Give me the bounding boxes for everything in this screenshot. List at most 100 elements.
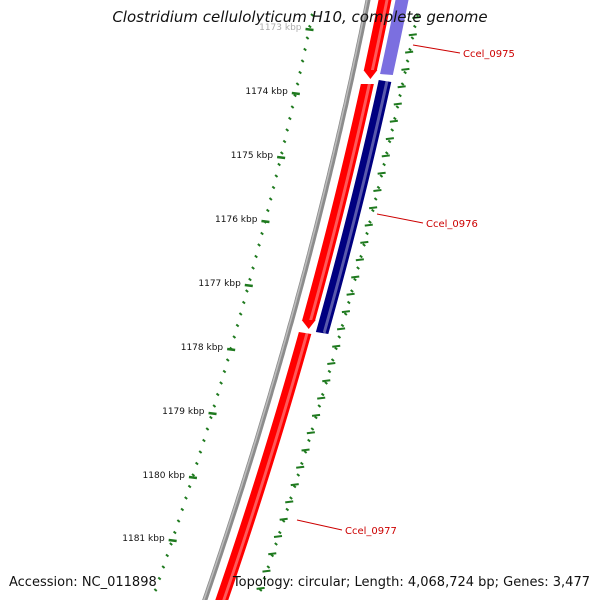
gc-dot: [393, 116, 397, 121]
gc-dot: [295, 82, 300, 86]
gc-dot: [384, 151, 389, 155]
gc-dot: [176, 519, 181, 523]
gc-dot: [212, 404, 217, 408]
gc-dot: [362, 243, 366, 247]
gene-ccel-0976: [315, 80, 392, 334]
map-title: Clostridium cellulolyticum H10, complete…: [112, 8, 488, 26]
gc-dot: [343, 312, 348, 316]
gc-dash: [381, 154, 390, 158]
gc-dash: [346, 292, 355, 296]
label-leader: [412, 44, 461, 54]
gene-ccel-0976-shine: [322, 80, 389, 334]
gc-dot: [271, 185, 276, 190]
gc-dash: [332, 344, 341, 348]
gc-dot: [365, 231, 369, 236]
tick-mark: [168, 538, 177, 543]
label-leader: [376, 213, 424, 224]
gc-dot: [290, 105, 295, 109]
gene-label-ccel_0976: Ccel_0976: [426, 219, 478, 230]
accession-label: Accession: NC_011898: [9, 575, 157, 590]
gc-skew-track: [153, 13, 421, 592]
tick-mark: [305, 27, 314, 32]
gc-dash: [285, 500, 294, 504]
gc-dot: [395, 105, 400, 109]
gc-dash: [351, 275, 360, 279]
gc-dot: [303, 47, 307, 52]
gc-dash: [341, 310, 351, 314]
backbone-highlight: [203, 0, 368, 600]
gc-dot: [248, 277, 252, 282]
gc-dot: [382, 162, 386, 167]
gc-dash: [412, 16, 421, 19]
gc-dot: [330, 358, 335, 362]
gc-dot: [368, 220, 372, 224]
gc-dot: [310, 427, 315, 431]
gc-dash: [373, 189, 382, 192]
gc-dot: [350, 289, 354, 293]
gc-dot: [274, 542, 278, 546]
gc-dot: [245, 289, 249, 293]
gc-dot: [274, 174, 279, 178]
gc-dot: [285, 128, 290, 132]
gc-dot: [317, 404, 322, 408]
gc-dot: [241, 300, 246, 305]
gc-dot: [356, 266, 360, 270]
gc-dot: [187, 484, 192, 489]
gc-dot: [153, 588, 158, 592]
gc-dash: [273, 535, 283, 538]
genome-summary: Topology: circular; Length: 4,068,724 bp…: [232, 575, 590, 590]
tick-label-1179: 1179 kbp: [162, 407, 205, 417]
gc-dot: [254, 254, 258, 259]
tick-label-1181: 1181 kbp: [122, 534, 165, 544]
gc-dot: [194, 461, 199, 466]
label-leader: [296, 519, 343, 531]
gc-dot: [296, 473, 301, 477]
gc-dot: [415, 13, 420, 17]
gc-dot: [265, 208, 270, 213]
gc-dot: [165, 553, 170, 558]
gc-dot: [157, 576, 162, 581]
gene-ccel-0975: [363, 0, 392, 70]
gene-ccel-0976-fwd-arrowhead: [301, 320, 316, 329]
gc-dot: [387, 139, 392, 144]
gc-dot: [238, 312, 243, 316]
backbone-track: [202, 0, 371, 600]
gc-dot: [198, 450, 203, 454]
tick-label-1174: 1174 kbp: [245, 87, 288, 97]
gene-label-ccel_0977: Ccel_0977: [345, 526, 397, 537]
gc-dot: [202, 438, 206, 443]
gene-ccel-0975-shine: [370, 0, 389, 70]
gc-dash: [405, 50, 414, 54]
gc-dot: [222, 369, 227, 374]
gc-dot: [307, 438, 311, 443]
gc-dash: [327, 362, 336, 365]
kbp-tick-track: 1173 kbp 1174 kbp 1175 kbp 1176 kbp 1177 kbp…: [122, 23, 314, 544]
gc-dot: [225, 358, 230, 362]
gc-dash: [369, 206, 378, 210]
gc-dash: [401, 67, 410, 71]
gc-dash: [306, 431, 315, 435]
gene-ccel-0977: [215, 332, 312, 600]
gc-dash: [385, 137, 394, 141]
gc-dot: [282, 139, 287, 144]
gc-dot: [405, 59, 410, 63]
gc-dot: [293, 93, 297, 98]
gc-dot: [191, 473, 196, 477]
gc-dash: [279, 517, 288, 521]
gc-dot: [370, 208, 375, 213]
gc-dot: [235, 323, 240, 328]
gc-dot: [412, 24, 417, 29]
tick-label-1178: 1178 kbp: [181, 343, 224, 353]
gc-dash: [377, 171, 386, 175]
tick-mark: [208, 411, 217, 416]
gc-dot: [303, 450, 308, 454]
gene-label-ccel_0975: Ccel_0975: [463, 49, 515, 60]
tick-mark: [226, 347, 236, 352]
gc-dot: [340, 323, 345, 328]
gc-dot: [209, 415, 213, 420]
gc-dash: [336, 327, 346, 331]
gc-dot: [219, 381, 223, 385]
gc-dot: [251, 266, 255, 270]
gc-dot: [324, 381, 328, 385]
